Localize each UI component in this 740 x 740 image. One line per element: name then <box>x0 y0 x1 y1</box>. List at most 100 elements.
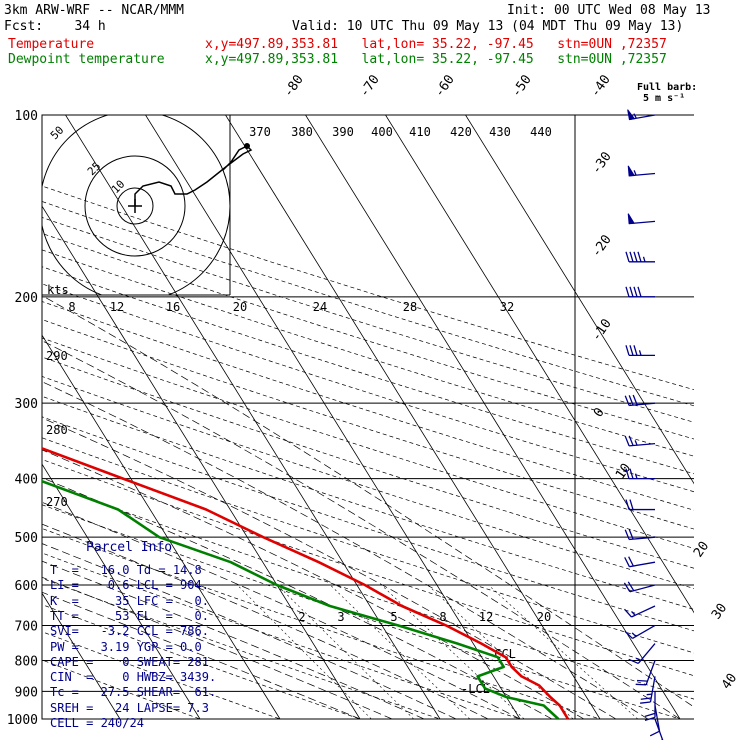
isotherm-line <box>42 592 121 719</box>
wind-barb-half <box>633 113 637 119</box>
wind-barb-staff <box>629 536 656 541</box>
wind-barb-full <box>637 679 648 682</box>
wind-barb-full <box>629 345 634 356</box>
wind-barb <box>624 624 656 640</box>
theta-label: 390 <box>332 125 354 139</box>
wind-barb-full <box>640 697 652 700</box>
hodograph-speed-label: 12 <box>110 300 124 314</box>
wind-barb-flag <box>627 109 636 121</box>
wind-barb-half <box>634 473 638 479</box>
wind-barb-staff <box>629 584 656 593</box>
pressure-label: 800 <box>15 654 38 669</box>
theta-label: 410 <box>409 125 431 139</box>
forecast-hour: Fcst: 34 h <box>4 19 106 34</box>
wind-barb-full <box>628 395 634 406</box>
wind-barb-full <box>625 468 630 479</box>
theta-label: 430 <box>489 125 511 139</box>
isotherm-label: -70 <box>357 72 383 100</box>
mixing-ratio-label: 20 <box>537 610 551 624</box>
pressure-label: 700 <box>15 619 38 634</box>
wind-barb <box>628 643 656 665</box>
wind-barb <box>624 556 656 568</box>
moist-adiabat <box>42 543 457 719</box>
mixing-ratio-line <box>381 584 525 719</box>
full-barb-units: 5 m s⁻¹ <box>643 93 686 104</box>
parcel-info-row: K = 35 LFC = 0. <box>50 593 209 608</box>
parcel-info-row: CAPE = 0 SWEAT= 281 <box>50 654 209 669</box>
wind-barb-staff <box>654 705 661 732</box>
hodograph-ring <box>116 187 154 225</box>
wind-barb <box>625 468 655 480</box>
wind-barb-full <box>637 286 642 298</box>
wind-barb <box>623 581 656 593</box>
wind-barb <box>624 605 656 618</box>
pressure-label: 400 <box>15 473 38 488</box>
wind-barb-full <box>624 395 630 406</box>
parcel-info-row: PW = 3.19 YGP = 0.0 <box>50 639 202 654</box>
wind-barb-half <box>635 657 642 661</box>
isotherm-label: 40 <box>719 671 740 692</box>
theta-label: 380 <box>291 125 313 139</box>
dry-adiabat <box>42 459 694 677</box>
parcel-info-row: Tc = 27.5 SHEAR= 61. <box>50 685 217 700</box>
hodograph-speed-label: 8 <box>68 300 75 314</box>
wind-barb-full <box>629 468 634 479</box>
isotherm-line <box>385 115 694 614</box>
mixing-ratio-line <box>277 584 414 719</box>
wind-barb-full <box>649 730 660 737</box>
hodograph-top-marker <box>244 143 250 149</box>
init-time: Init: 00 UTC Wed 08 May 13 <box>507 3 711 18</box>
wind-barb-full <box>628 556 634 567</box>
hodograph-ring-label: 25 <box>85 160 104 179</box>
theta-label: 290 <box>46 349 68 363</box>
wind-barb-full <box>624 435 630 447</box>
dry-adiabat <box>42 552 521 719</box>
dewpoint-profile <box>42 479 560 719</box>
theta-label: 270 <box>46 495 68 509</box>
wind-barb-staff <box>645 660 656 686</box>
parcel-info-row: T = 16.0 Td = 14.8 <box>50 563 202 577</box>
wind-barb-staff <box>631 605 656 618</box>
moist-adiabat <box>42 381 649 719</box>
wind-barb <box>649 705 661 737</box>
parcel-info-row: CELL = 240/24 <box>50 716 144 730</box>
isotherm-line <box>145 115 521 719</box>
dry-adiabat <box>42 659 201 719</box>
wind-barb <box>627 165 656 177</box>
hodograph-trace <box>134 145 253 206</box>
wind-barb <box>625 499 655 511</box>
wind-barb <box>625 286 655 298</box>
isotherm-label: -60 <box>432 72 458 100</box>
theta-label: 400 <box>371 125 393 139</box>
wind-barb-half <box>633 170 637 176</box>
hodograph-speed-label: 32 <box>500 300 514 314</box>
mixing-ratio-line <box>330 584 471 719</box>
wind-barb <box>627 213 656 225</box>
wind-barb <box>624 529 656 541</box>
moist-adiabat <box>42 523 489 719</box>
wind-barb-staff <box>629 442 656 447</box>
wind-barb-half <box>638 350 642 356</box>
wind-barb <box>624 435 656 447</box>
moist-adiabat <box>42 591 361 719</box>
hodograph-ring-label: 50 <box>48 124 67 143</box>
wind-barb <box>625 251 655 263</box>
parcel-info-row: SREH = 24 LAPSE= 7.3 <box>50 700 209 715</box>
pressure-label: 1000 <box>7 713 38 728</box>
isotherm-label: -80 <box>281 72 307 100</box>
temperature-legend-label: Temperature <box>8 37 95 52</box>
wind-barb-flag <box>627 165 635 177</box>
parcel-info-row: CIN = 0 HWBZ= 3439. <box>50 670 217 685</box>
wind-barb-half <box>634 440 638 446</box>
wind-barb-half <box>646 693 652 696</box>
mixing-ratio-label: 12 <box>479 610 493 624</box>
wind-barb-flag <box>627 213 635 225</box>
wind-barb-full <box>637 251 642 262</box>
dry-adiabat <box>42 395 694 610</box>
wind-barb-full <box>625 286 630 298</box>
wind-barb <box>624 394 656 407</box>
parcel-info-row: SVI= -3.2 CCL = 786. <box>50 624 209 639</box>
parcel-info-row: TT = 53 EL = 0. <box>50 608 209 623</box>
isotherm-line <box>42 463 201 719</box>
